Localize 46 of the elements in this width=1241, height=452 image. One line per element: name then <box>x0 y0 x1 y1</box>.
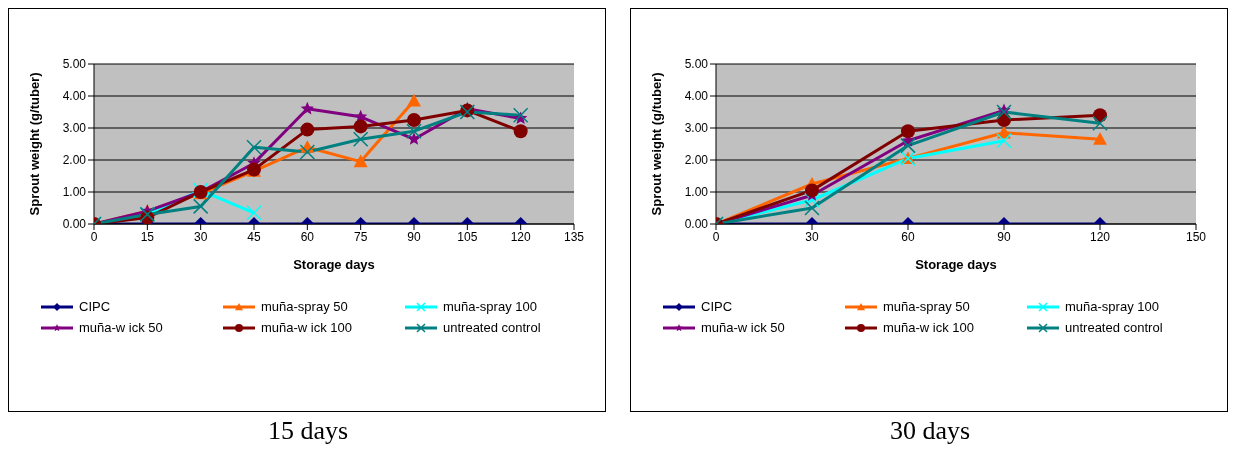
x-tick-label: 0 <box>90 229 98 244</box>
legend-label: muña-spray 50 <box>261 299 348 314</box>
x-tick-label: 60 <box>901 229 915 244</box>
y-axis-title: Sprout weight (g/tuber) <box>26 72 42 216</box>
legend-label: muña-spray 50 <box>883 299 970 314</box>
x-axis-title: Storage days <box>293 257 375 272</box>
legend-label: untreated control <box>443 320 541 335</box>
y-tick-label: 2.00 <box>62 153 87 168</box>
y-tick-label: 0.00 <box>684 217 709 232</box>
y-tick-label: 3.00 <box>684 121 709 136</box>
x-tick-label: 90 <box>407 229 421 244</box>
y-tick-label: 5.00 <box>684 57 709 72</box>
y-tick-label: 4.00 <box>62 89 87 104</box>
x-tick-label: 45 <box>247 229 261 244</box>
x-tick-label: 0 <box>712 229 720 244</box>
legend-label: untreated control <box>1065 320 1163 335</box>
y-axis-title: Sprout weight (g/tuber) <box>648 72 664 216</box>
y-tick-label: 3.00 <box>62 121 87 136</box>
y-tick-label: 1.00 <box>62 185 87 200</box>
x-tick-label: 30 <box>193 229 208 244</box>
legend-label: muña-spray 100 <box>443 299 537 314</box>
text: 30 days <box>888 416 972 446</box>
x-tick-label: 150 <box>1185 229 1207 244</box>
legend-label: muña-w ick 100 <box>883 320 975 335</box>
legend-label: muña-w ick 50 <box>701 320 785 335</box>
x-tick-label: 135 <box>563 229 585 244</box>
x-tick-label: 75 <box>353 229 368 244</box>
x-tick-label: 60 <box>300 229 315 244</box>
x-tick-label: 120 <box>510 229 531 244</box>
legend-label: muña-w ick 100 <box>261 320 353 335</box>
x-tick-label: 30 <box>805 229 819 244</box>
y-tick-label: 4.00 <box>684 89 709 104</box>
x-tick-label: 15 <box>140 229 155 244</box>
x-axis-title: Storage days <box>915 257 997 272</box>
x-tick-label: 105 <box>457 229 478 244</box>
y-tick-label: 2.00 <box>684 153 709 168</box>
text: 15 days <box>266 416 350 446</box>
legend-label: muña-spray 100 <box>1065 299 1159 314</box>
y-tick-label: 1.00 <box>684 185 709 200</box>
y-tick-label: 0.00 <box>62 217 87 232</box>
y-tick-label: 5.00 <box>62 57 87 72</box>
x-tick-label: 120 <box>1089 229 1111 244</box>
legend-label: muña-w ick 50 <box>79 320 163 335</box>
legend-label: CIPC <box>701 299 733 314</box>
x-tick-label: 90 <box>997 229 1011 244</box>
legend-label: CIPC <box>79 299 111 314</box>
